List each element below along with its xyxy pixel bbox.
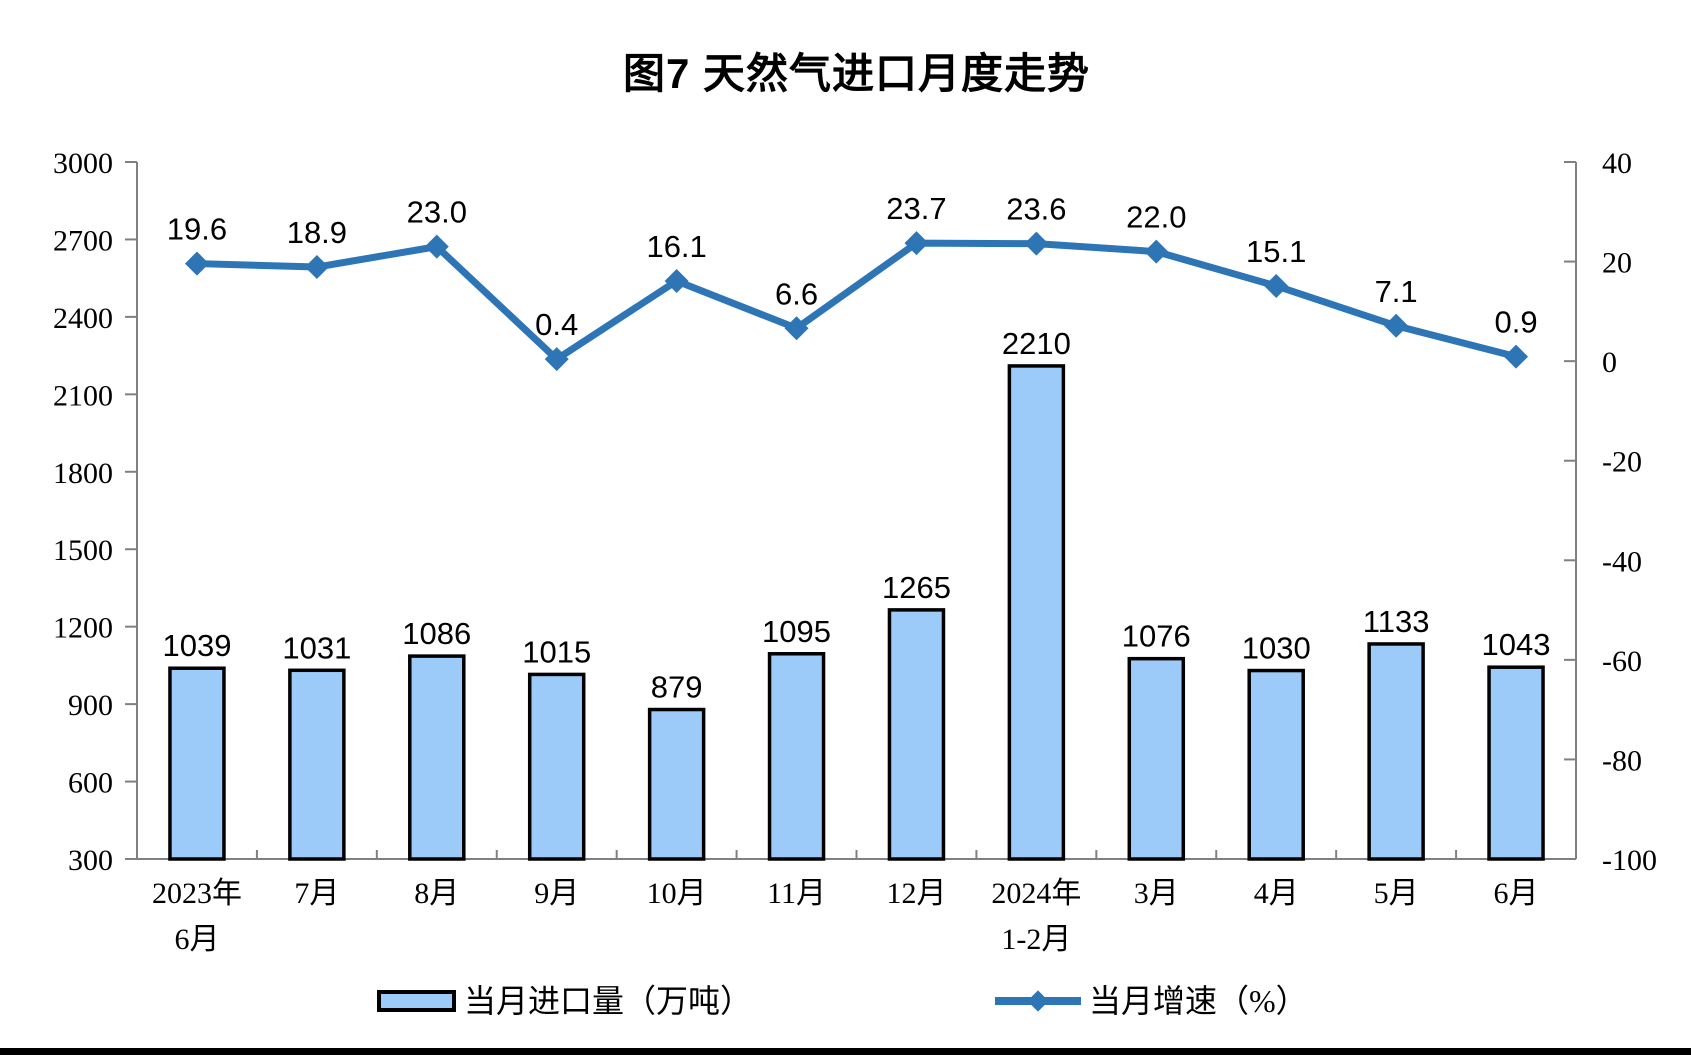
line-label-3: 0.4 bbox=[535, 307, 578, 342]
bar-0 bbox=[168, 666, 226, 861]
left-axis-tick-label: 1800 bbox=[53, 457, 113, 490]
x-category-label: 5月 bbox=[1374, 877, 1419, 910]
legend-item-growth: 当月增速（%） bbox=[995, 984, 1308, 1018]
bar-1 bbox=[288, 668, 346, 861]
x-category-label: 6月 bbox=[1494, 877, 1539, 910]
left-axis-tick-label: 3000 bbox=[53, 147, 113, 180]
bar-label-1: 1031 bbox=[282, 630, 351, 665]
chart-title: 图7 天然气进口月度走势 bbox=[622, 50, 1091, 97]
bar-label-0: 1039 bbox=[162, 628, 231, 663]
right-axis-tick-label: -40 bbox=[1602, 545, 1642, 578]
bar-6 bbox=[887, 608, 946, 861]
line-label-10: 7.1 bbox=[1375, 274, 1418, 309]
line-label-1: 18.9 bbox=[287, 215, 347, 250]
line-marker-2 bbox=[424, 234, 449, 259]
bar-3 bbox=[527, 672, 586, 861]
growth-line bbox=[193, 239, 1520, 363]
line-marker-5 bbox=[784, 316, 809, 341]
x-category-label: 7月 bbox=[294, 877, 339, 910]
line-marker-1 bbox=[304, 255, 329, 280]
line-label-8: 22.0 bbox=[1126, 200, 1186, 235]
x-category-label: 2024年 1-2月 bbox=[991, 877, 1081, 956]
left-axis-tick-label: 900 bbox=[68, 689, 113, 722]
bar-11 bbox=[1487, 665, 1545, 861]
line-label-0: 19.6 bbox=[167, 212, 227, 247]
bar-swatch-icon bbox=[377, 990, 456, 1012]
line-swatch-icon bbox=[995, 990, 1081, 1012]
x-category-label: 11月 bbox=[767, 877, 826, 910]
line-marker-10 bbox=[1384, 313, 1409, 338]
diamond-marker-icon bbox=[1027, 990, 1049, 1012]
line-marker-4 bbox=[664, 268, 689, 293]
line-marker-8 bbox=[1144, 239, 1169, 264]
x-category-label: 2023年 6月 bbox=[152, 877, 242, 956]
window-bottom-edge bbox=[0, 1048, 1691, 1055]
left-axis-tick-label: 1200 bbox=[53, 612, 113, 645]
legend-label-volume: 当月进口量（万吨） bbox=[464, 983, 753, 1019]
x-category-label: 4月 bbox=[1254, 877, 1299, 910]
bar-4 bbox=[647, 707, 706, 861]
bar-label-4: 879 bbox=[651, 670, 703, 705]
right-axis-tick-label: -60 bbox=[1602, 645, 1642, 678]
line-marker-7 bbox=[1024, 231, 1049, 256]
bar-9 bbox=[1247, 668, 1305, 861]
bar-label-9: 1030 bbox=[1242, 631, 1311, 666]
line-marker-6 bbox=[904, 231, 929, 256]
bar-label-6: 1265 bbox=[882, 570, 951, 605]
bar-8 bbox=[1127, 656, 1186, 861]
left-axis-tick-label: 1500 bbox=[53, 534, 113, 567]
right-axis-tick-label: 40 bbox=[1602, 147, 1632, 180]
line-label-6: 23.7 bbox=[886, 191, 946, 226]
right-axis-tick-label: -20 bbox=[1602, 446, 1642, 479]
legend-item-volume: 当月进口量（万吨） bbox=[377, 984, 752, 1018]
x-category-label: 10月 bbox=[647, 877, 707, 910]
line-marker-11 bbox=[1504, 344, 1529, 369]
bar-label-8: 1076 bbox=[1122, 619, 1191, 654]
x-category-label: 3月 bbox=[1134, 877, 1179, 910]
bar-label-2: 1086 bbox=[402, 616, 471, 651]
right-axis-tick-label: 20 bbox=[1602, 247, 1632, 280]
bar-7 bbox=[1007, 364, 1066, 861]
x-category-label: 12月 bbox=[886, 877, 946, 910]
bar-5 bbox=[767, 652, 826, 861]
line-label-7: 23.6 bbox=[1006, 192, 1066, 227]
line-marker-0 bbox=[184, 251, 209, 276]
left-axis-tick-label: 2700 bbox=[53, 224, 113, 257]
right-axis-tick-label: 0 bbox=[1602, 346, 1617, 379]
bar-2 bbox=[408, 654, 466, 861]
bar-10 bbox=[1367, 642, 1425, 861]
right-axis-tick-label: -80 bbox=[1602, 744, 1642, 777]
left-axis-tick-label: 300 bbox=[68, 844, 113, 877]
left-axis-tick-label: 2100 bbox=[53, 379, 113, 412]
line-label-2: 23.0 bbox=[407, 195, 467, 230]
line-label-9: 15.1 bbox=[1246, 234, 1306, 269]
left-axis-tick-label: 600 bbox=[68, 767, 113, 800]
bar-label-7: 2210 bbox=[1002, 326, 1071, 361]
right-axis-tick-label: -100 bbox=[1602, 844, 1657, 877]
bar-label-5: 1095 bbox=[762, 614, 831, 649]
legend-label-growth: 当月增速（%） bbox=[1089, 983, 1308, 1019]
line-label-4: 16.1 bbox=[646, 229, 706, 264]
bar-label-3: 1015 bbox=[522, 634, 591, 669]
bar-label-11: 1043 bbox=[1482, 627, 1551, 662]
x-category-label: 9月 bbox=[534, 877, 579, 910]
line-marker-9 bbox=[1264, 273, 1289, 298]
x-category-label: 8月 bbox=[414, 877, 459, 910]
bar-label-10: 1133 bbox=[1363, 604, 1430, 639]
line-label-11: 0.9 bbox=[1494, 305, 1537, 340]
line-marker-3 bbox=[544, 347, 569, 372]
left-axis-tick-label: 2400 bbox=[53, 302, 113, 335]
line-label-5: 6.6 bbox=[775, 276, 818, 311]
